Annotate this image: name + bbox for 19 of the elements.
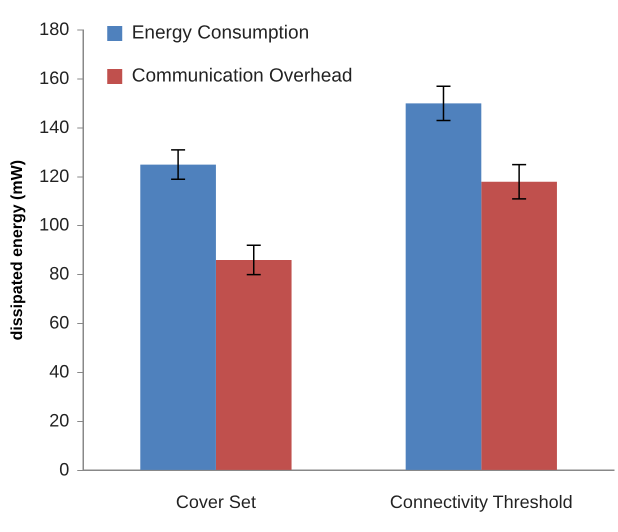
y-tick-label: 0 bbox=[59, 459, 70, 480]
x-tick-label: Cover Set bbox=[176, 492, 256, 512]
y-tick-label: 40 bbox=[49, 362, 70, 382]
bar bbox=[481, 182, 557, 470]
x-tick-label: Connectivity Threshold bbox=[390, 492, 573, 512]
y-tick-label: 180 bbox=[39, 18, 70, 39]
y-tick-label: 100 bbox=[39, 214, 70, 235]
y-tick-label: 60 bbox=[49, 312, 70, 333]
y-tick-label: 120 bbox=[39, 166, 70, 186]
bar bbox=[140, 164, 216, 470]
y-tick-label: 80 bbox=[49, 264, 70, 284]
bar bbox=[406, 103, 482, 470]
y-tick-label: 140 bbox=[39, 116, 70, 137]
bar bbox=[216, 260, 292, 470]
y-tick-label: 20 bbox=[49, 410, 70, 430]
legend-label: Energy Consumption bbox=[132, 22, 310, 44]
y-axis-title: dissipated energy (mW) bbox=[9, 160, 26, 340]
y-tick-label: 160 bbox=[39, 68, 70, 88]
legend-label: Communication Overhead bbox=[132, 66, 352, 87]
